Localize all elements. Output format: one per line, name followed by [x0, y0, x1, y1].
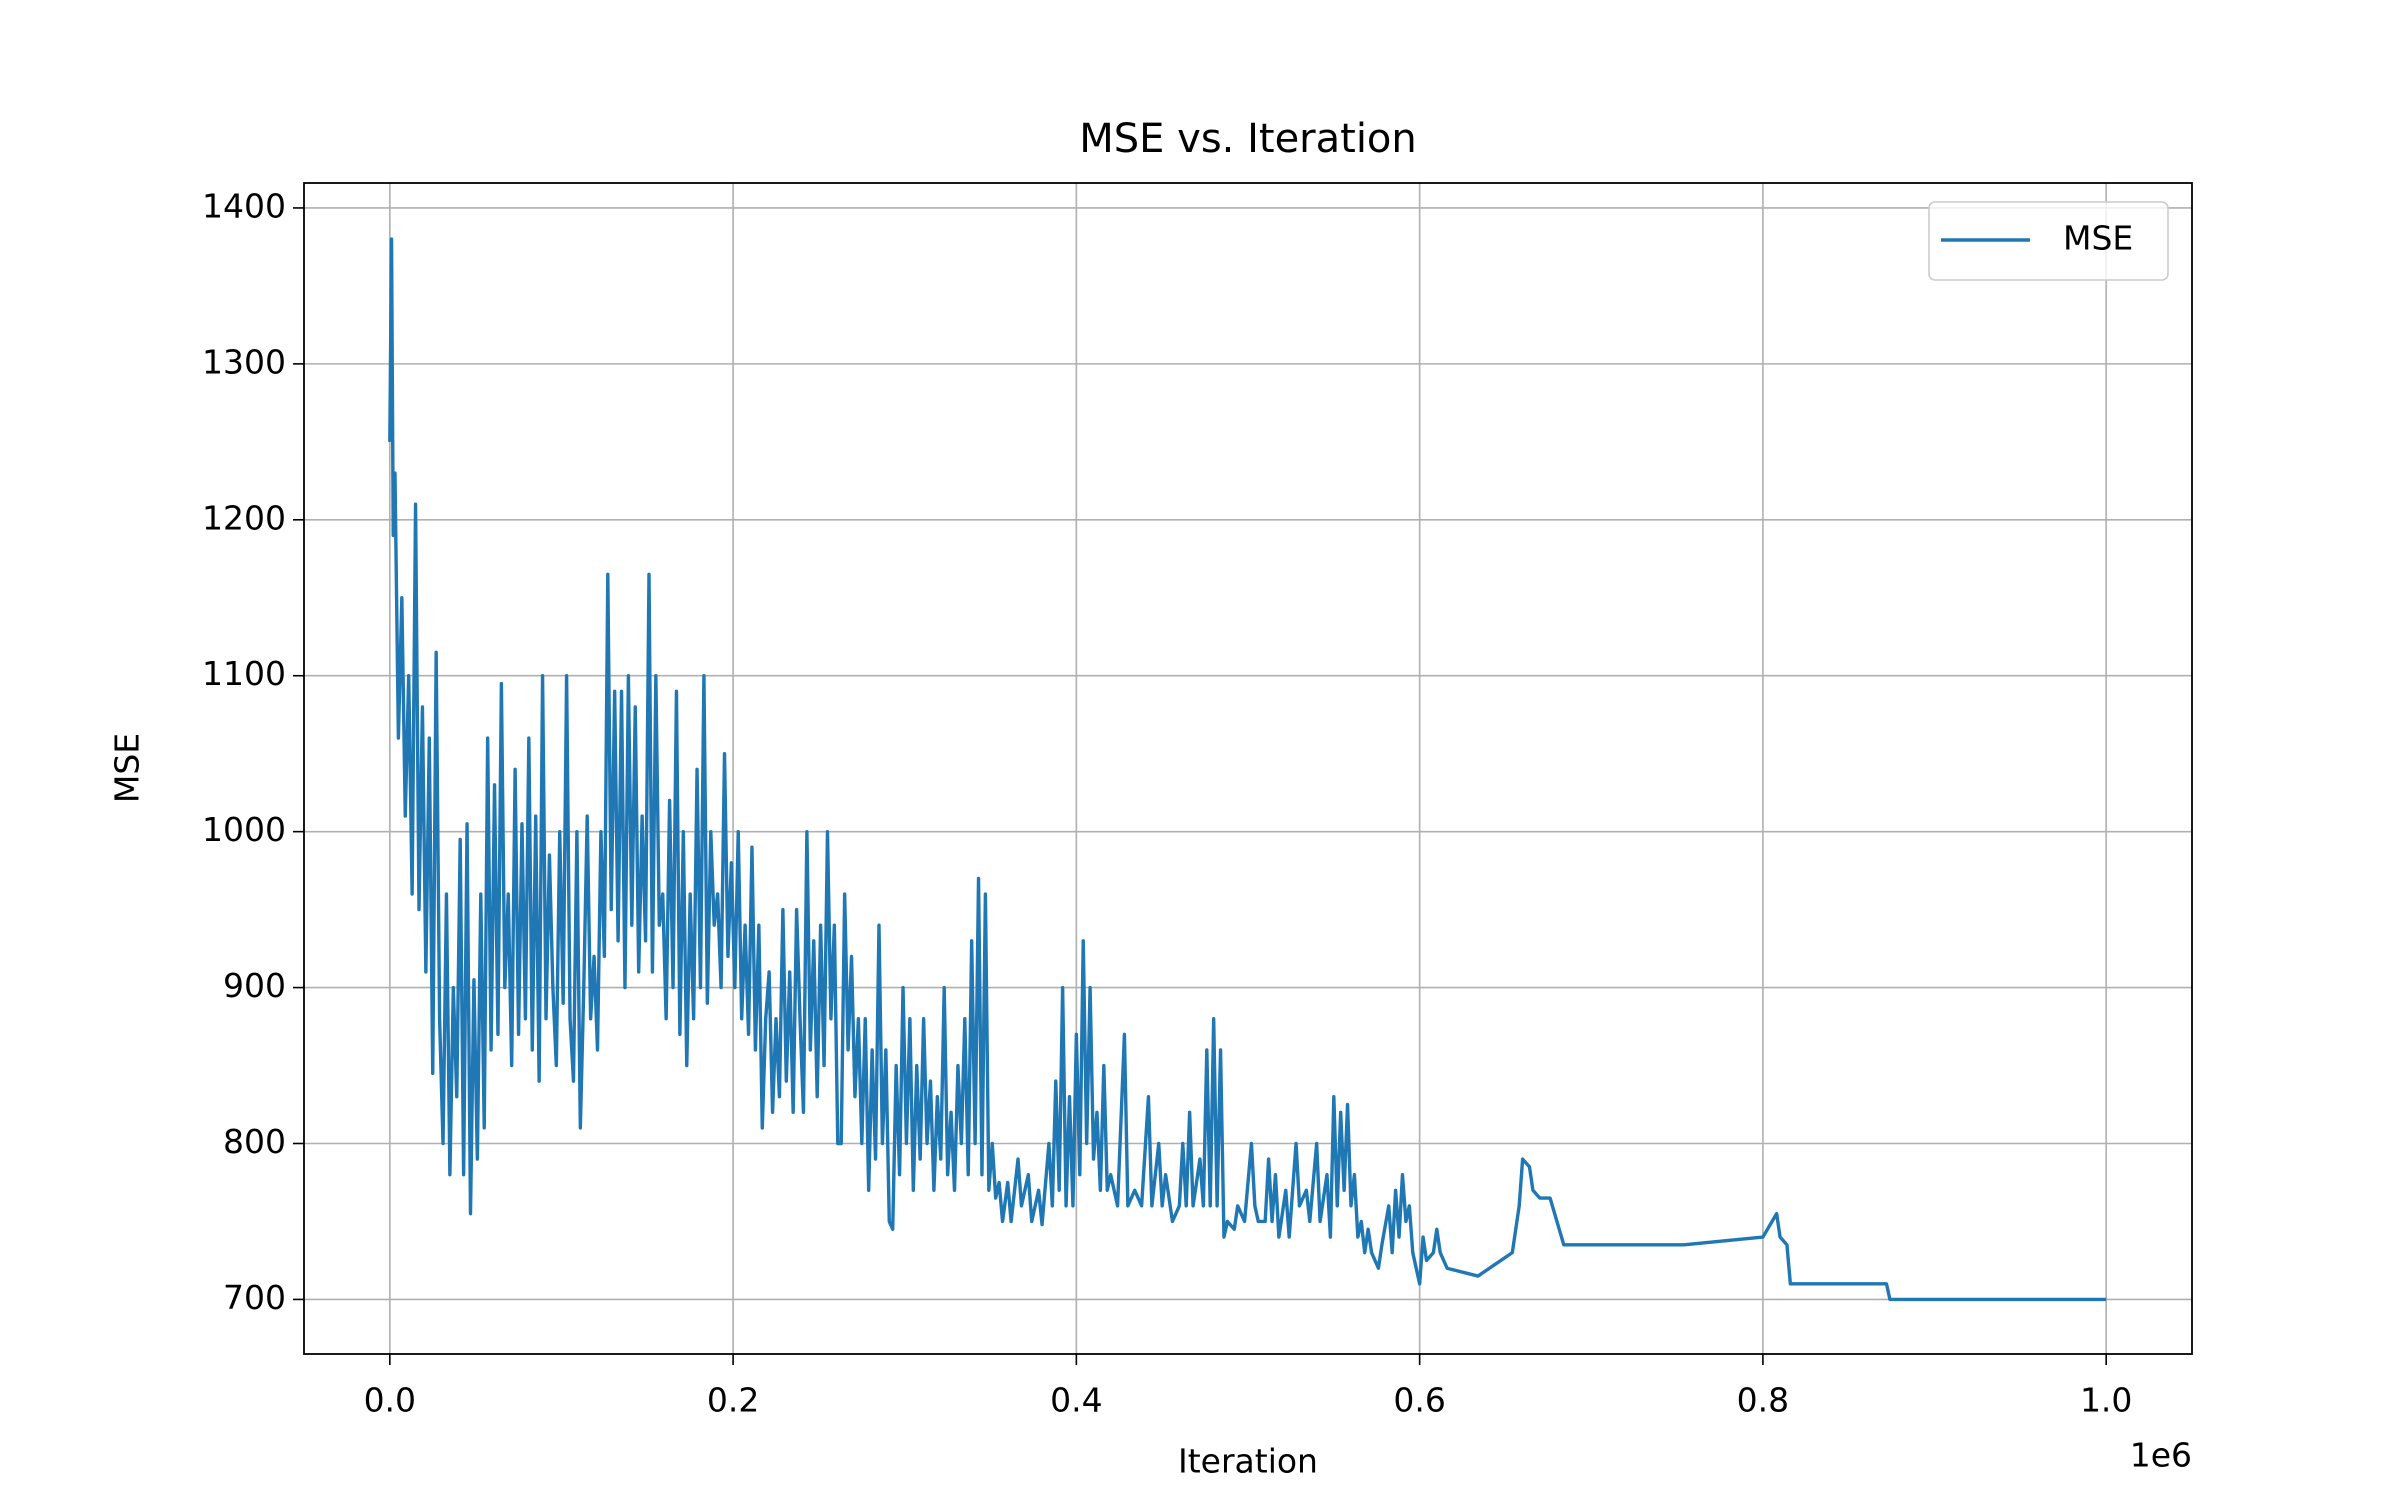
x-tick-label: 1.0 — [2080, 1381, 2132, 1420]
x-axis-label: Iteration — [1178, 1442, 1318, 1481]
legend-box — [1928, 201, 2169, 281]
x-tick-label: 0.0 — [364, 1381, 416, 1420]
legend-label: MSE — [2063, 219, 2133, 258]
legend: MSE — [1928, 201, 2169, 281]
series-line — [388, 237, 2107, 1302]
y-tick-label: 1300 — [202, 342, 286, 381]
plot-area — [388, 237, 2107, 1302]
y-tick-label: 1100 — [202, 654, 286, 693]
chart-title: MSE vs. Iteration — [1079, 116, 1417, 162]
x-tick-label: 0.4 — [1050, 1381, 1102, 1420]
y-tick-label: 1400 — [202, 186, 286, 225]
x-tick-label: 0.6 — [1393, 1381, 1445, 1420]
y-tick-label: 900 — [223, 966, 286, 1005]
y-tick-label: 700 — [223, 1278, 286, 1317]
y-tick-label: 1200 — [202, 498, 286, 537]
x-tick-label: 0.8 — [1737, 1381, 1789, 1420]
y-axis-label: MSE — [108, 733, 147, 803]
x-offset-label: 1e6 — [2130, 1436, 2192, 1475]
grid — [304, 183, 2192, 1354]
y-tick-label: 800 — [223, 1122, 286, 1161]
y-tick-label: 1000 — [202, 810, 286, 849]
axes-frame — [303, 182, 2193, 1355]
x-tick-label: 0.2 — [707, 1381, 759, 1420]
